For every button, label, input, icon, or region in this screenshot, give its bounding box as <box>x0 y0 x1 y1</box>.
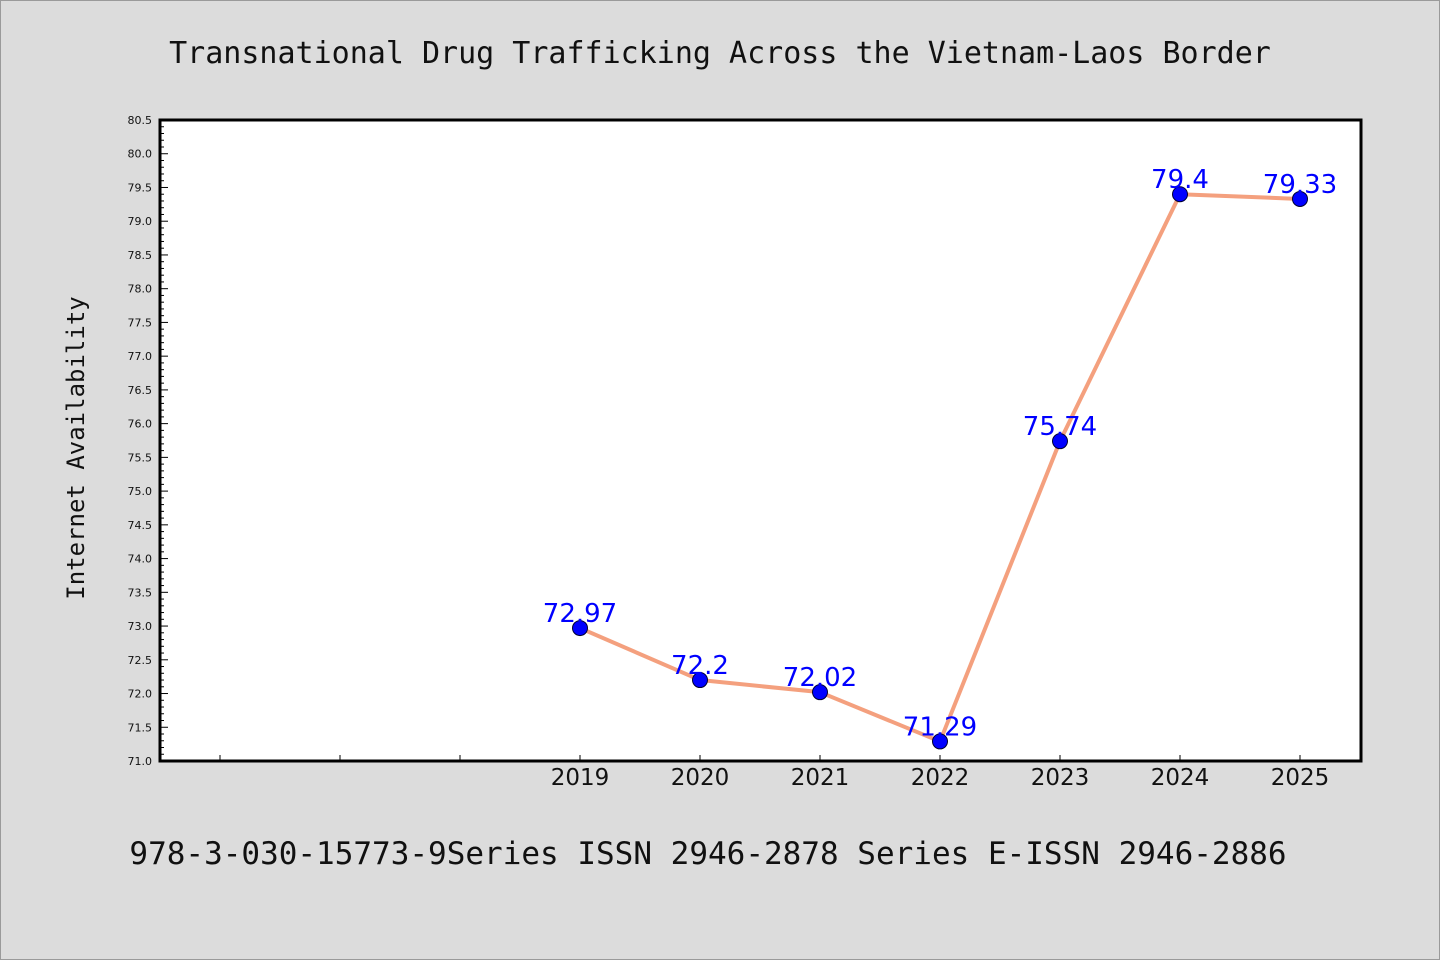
data-label: 72.97 <box>543 599 617 629</box>
x-tick-label: 2025 <box>1271 765 1330 791</box>
plot-area <box>158 118 1363 763</box>
chart-title: Transnational Drug Trafficking Across th… <box>169 36 1271 71</box>
data-point <box>1172 186 1188 203</box>
y-tick-label: 79.5 <box>128 181 153 194</box>
y-tick-label: 79.0 <box>128 215 153 228</box>
footer-identifier: 978-3-030-15773-9Series ISSN 2946-2878 S… <box>129 836 1286 872</box>
data-point <box>572 620 588 637</box>
y-axis-label: Internet Availability <box>62 296 90 599</box>
data-label: 72.2 <box>671 651 729 681</box>
data-point <box>812 684 828 701</box>
data-point <box>1052 433 1068 450</box>
y-tick-label: 73.5 <box>128 586 153 599</box>
y-tick-label: 71.5 <box>128 721 153 734</box>
data-label: 79.33 <box>1263 170 1337 200</box>
data-point <box>692 672 708 689</box>
y-tick-label: 76.5 <box>128 384 153 397</box>
y-tick-label: 77.5 <box>128 316 153 329</box>
x-tick-label: 2023 <box>1031 765 1090 791</box>
y-tick-label: 74.0 <box>128 553 153 566</box>
y-tick-label: 71.0 <box>128 755 153 768</box>
x-tick-label: 2019 <box>551 765 610 791</box>
y-tick-label: 80.0 <box>128 148 153 161</box>
y-tick-label: 75.5 <box>128 451 153 464</box>
x-tick-label: 2021 <box>791 765 850 791</box>
data-label: 75.74 <box>1023 412 1097 442</box>
y-tick-label: 78.0 <box>128 283 153 296</box>
data-point <box>932 733 948 750</box>
data-label: 72.02 <box>783 663 857 693</box>
y-tick-label: 72.5 <box>128 654 153 667</box>
x-axis: 2019 2020 2021 2022 2023 2024 2025 <box>219 755 1330 791</box>
x-tick-label: 2024 <box>1151 765 1210 791</box>
y-tick-label: 75.0 <box>128 485 153 498</box>
y-tick-label: 76.0 <box>128 418 153 431</box>
y-tick-label: 80.5 <box>128 114 153 127</box>
data-point <box>1292 190 1308 207</box>
series-layer: 72.97 72.2 72.02 71.29 75.74 79.4 79.33 <box>543 165 1337 750</box>
y-tick-label: 74.5 <box>128 519 153 532</box>
y-axis: 71.0 71.5 72.0 72.5 73.0 73.5 74.0 74.5 75.0 75.5… <box>128 114 168 768</box>
y-tick-label: 73.0 <box>128 620 153 633</box>
y-tick-label: 77.0 <box>128 350 153 363</box>
y-tick-label: 78.5 <box>128 249 153 262</box>
data-label: 71.29 <box>903 712 977 742</box>
y-tick-label: 72.0 <box>128 688 153 701</box>
data-label: 79.4 <box>1151 165 1209 195</box>
x-tick-label: 2020 <box>671 765 730 791</box>
x-tick-label: 2022 <box>911 765 970 791</box>
